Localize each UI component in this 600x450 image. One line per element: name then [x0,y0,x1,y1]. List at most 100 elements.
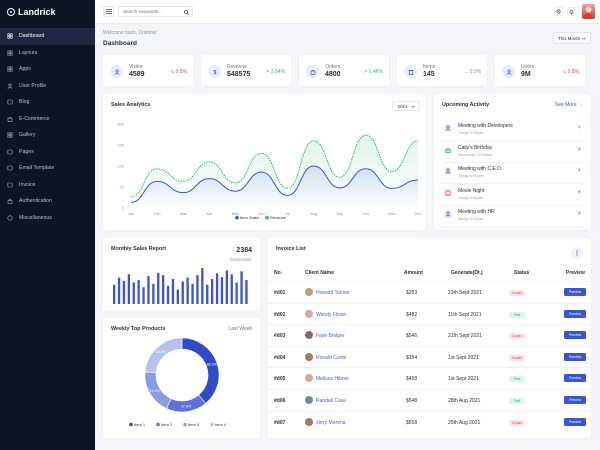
user-icon [7,83,13,89]
add-icon[interactable]: + [577,146,581,153]
sidebar-item-label: Gallery [19,132,36,139]
preview-button[interactable]: Preview [564,374,586,383]
sidebar-item-label: User Profile [19,82,47,89]
add-icon[interactable]: + [577,211,581,217]
sidebar-item-miscellaneous[interactable]: Miscellaneous [0,210,95,227]
client-name-link[interactable]: Jerry Morena [316,419,346,426]
column-header-date: Generate(Dt.) [451,270,483,276]
stat-card-users[interactable]: Users 9M ↘ 0.5% [495,55,585,86]
year-select[interactable]: 2021 [392,101,420,111]
client-name-link[interactable]: Melissa Hibner [316,376,350,383]
sales-bar [186,277,189,304]
sales-bar [147,276,150,304]
client-name-link[interactable]: Randall Case [316,398,347,404]
pages-icon [7,149,13,155]
sidebar-item-dashboard[interactable]: Dashboard [0,28,95,45]
sidebar-item-pages[interactable]: Pages [0,144,95,161]
client-avatar [305,417,313,426]
legend-label[interactable]: Revenue [270,215,287,220]
sidebar-item-label: E-Commerce [19,115,50,122]
preview-button[interactable]: Preview [564,288,586,296]
invoice-number: #d04 [274,354,286,361]
x-tick-label: Dec [414,211,421,216]
add-icon[interactable]: + [577,125,581,131]
stat-value: $48575 [227,71,251,78]
sales-bar [235,282,238,304]
app-logo[interactable]: Landrick [0,0,95,24]
preview-button[interactable]: Preview [564,352,586,361]
client-name-link[interactable]: Ronald Curtis [316,354,347,361]
legend-label[interactable]: Item 1 [134,422,146,427]
legend-marker [183,422,187,427]
legend-label[interactable]: Item 4 [215,422,227,427]
invoice-amount: $253 [406,290,418,296]
x-tick-label: Feb [154,211,162,216]
invoice-list-card: Invoice List No. Client Name Amount Gene… [268,238,591,438]
invoice-more-button[interactable] [571,247,583,259]
sales-bar [211,279,214,304]
activity-item[interactable]: Cally's Birthday Tomorrow 12:00am + [441,142,583,163]
menu-toggle-button[interactable] [103,6,114,17]
client-name-link[interactable]: Howard Tanner [316,290,350,296]
search-input[interactable] [119,7,181,16]
search-icon[interactable] [184,9,189,15]
sidebar-item-apps[interactable]: Apps [0,61,95,78]
sidebar-item-gallery[interactable]: Gallery [0,127,95,144]
activity-title: Meeting with HR [458,209,495,215]
sidebar-item-invoice[interactable]: Invoice [0,177,95,194]
legend-label[interactable]: Item 2 [161,422,173,427]
period-select[interactable]: This Month [553,32,591,44]
add-icon[interactable]: + [577,189,581,196]
stat-card-orders[interactable]: Orders 4800 ↗ 1.46% [299,55,389,86]
gift-icon [444,145,452,154]
sales-analytics-card: Sales Analytics 2021 0 75 150 225 300 Jan Feb M… [103,94,426,230]
x-tick-label: Jul [285,211,290,216]
activity-item[interactable]: Meeting with Developers Today 6:00pm + [441,120,583,141]
column-header-preview: Preview [566,270,585,276]
invoice-icon [7,182,13,188]
y-tick-label: 150 [117,164,124,169]
client-name-link[interactable]: Wendy Filson [316,311,347,318]
add-icon[interactable]: + [577,168,581,174]
user-avatar[interactable] [582,4,595,19]
table-row: #d01 Howard Tanner $253 23th Sept 2021 Unpai… [268,281,591,303]
chevron-down-icon [582,37,586,40]
sidebar-item-e-commerce[interactable]: E-Commerce [0,111,95,128]
sidebar-item-blog[interactable]: Blog [0,94,95,111]
settings-button[interactable] [554,7,563,16]
weekly-products-period[interactable]: Last Week [228,326,252,332]
stat-card-revenue[interactable]: $ Revenue $48575 ↗ 3.84% [201,55,291,86]
status-badge: Paid [509,376,525,383]
legend-label[interactable]: Item 3 [188,422,200,427]
stat-change: ↗ 3.84% [265,69,285,75]
stat-card-visitor[interactable]: Visitor 4589 ↘ 0.5% [103,55,193,86]
email-icon [7,165,13,171]
preview-button[interactable]: Preview [564,417,586,426]
preview-button[interactable]: Preview [564,396,586,404]
users-icon [506,68,511,75]
series-line-item-sales [130,165,419,203]
legend-label[interactable]: Item Sales [240,215,259,220]
sidebar-item-authentication[interactable]: Authentication [0,193,95,210]
activity-item[interactable]: Meeting with C.E.O Today 6:00pm + [441,163,583,184]
slice-label: 38.9% [207,363,218,367]
sidebar-item-layouts[interactable]: Layouts [0,45,95,62]
sidebar-item-email-template[interactable]: Email Template [0,160,95,177]
see-more-link[interactable]: See More → [554,102,583,108]
status-badge: Unpaid [509,333,525,340]
client-name-link[interactable]: Faye Bridger [316,333,345,340]
y-tick-label: 75 [120,185,125,190]
sidebar-item-user-profile[interactable]: User Profile [0,78,95,95]
stat-value: 145 [423,71,435,78]
activity-time: Today 6:00pm [458,130,484,135]
stat-change-value: 1.46% [368,69,383,75]
activity-item[interactable]: Movie Night Today 6:00pm + [441,185,583,206]
preview-button[interactable]: Preview [564,331,586,340]
gallery-icon [7,132,13,138]
chevron-down-icon [410,105,415,108]
activity-item[interactable]: Meeting with HR Today 6:00pm + [441,206,583,227]
preview-button[interactable]: Preview [564,309,586,318]
client-avatar [305,374,313,383]
notifications-button[interactable] [567,7,576,16]
stat-card-items[interactable]: Items 145 → 0.0% [397,55,487,86]
